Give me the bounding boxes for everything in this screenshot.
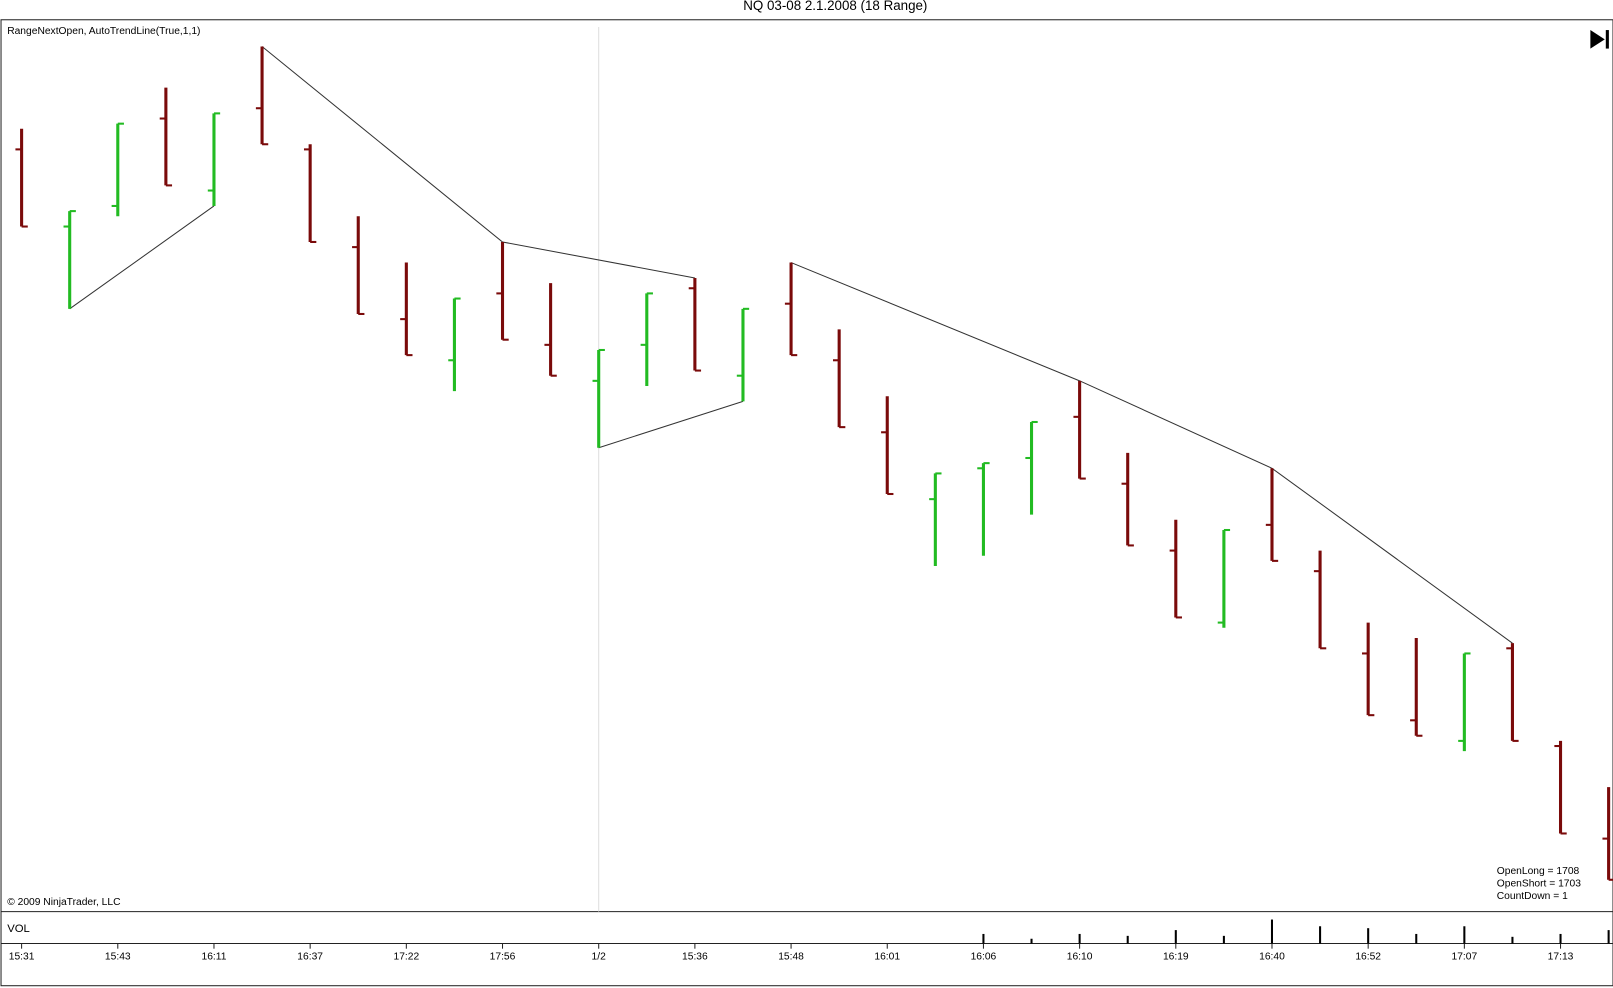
x-tick-label: 16:52: [1355, 952, 1381, 963]
chart-title: NQ 03-08 2.1.2008 (18 Range): [743, 0, 927, 13]
x-tick-label: 15:43: [105, 952, 131, 963]
copyright: © 2009 NinjaTrader, LLC: [7, 897, 121, 908]
x-tick-label: 17:13: [1548, 952, 1574, 963]
stat-label: CountDown = 1: [1497, 891, 1568, 902]
x-tick-label: 15:48: [778, 952, 804, 963]
x-tick-label: 16:19: [1163, 952, 1189, 963]
x-tick-label: 17:22: [393, 952, 419, 963]
x-tick-label: 16:06: [971, 952, 997, 963]
x-tick-label: 17:07: [1452, 952, 1478, 963]
x-tick-label: 16:37: [297, 952, 323, 963]
x-tick-label: 16:11: [202, 952, 227, 963]
volume-label: VOL: [7, 923, 30, 935]
x-tick-label: 16:10: [1067, 952, 1093, 963]
trend-line: [598, 400, 744, 449]
indicator-label: RangeNextOpen, AutoTrendLine(True,1,1): [7, 26, 200, 37]
scroll-end-button[interactable]: [1590, 30, 1609, 49]
play-icon[interactable]: [1590, 30, 1605, 49]
x-tick-label: 15:36: [682, 952, 708, 963]
x-tick-label: 15:31: [9, 952, 35, 963]
x-tick-label: 16:01: [874, 952, 900, 963]
x-tick-label: 17:56: [490, 952, 516, 963]
x-tick-label: 1/2: [592, 952, 607, 963]
end-bar-icon[interactable]: [1605, 30, 1609, 49]
x-tick-label: 16:40: [1259, 952, 1285, 963]
stat-label: OpenShort = 1703: [1497, 879, 1581, 890]
trend-line: [69, 205, 215, 310]
trend-line: [790, 262, 1513, 644]
stat-label: OpenLong = 1708: [1497, 866, 1580, 877]
